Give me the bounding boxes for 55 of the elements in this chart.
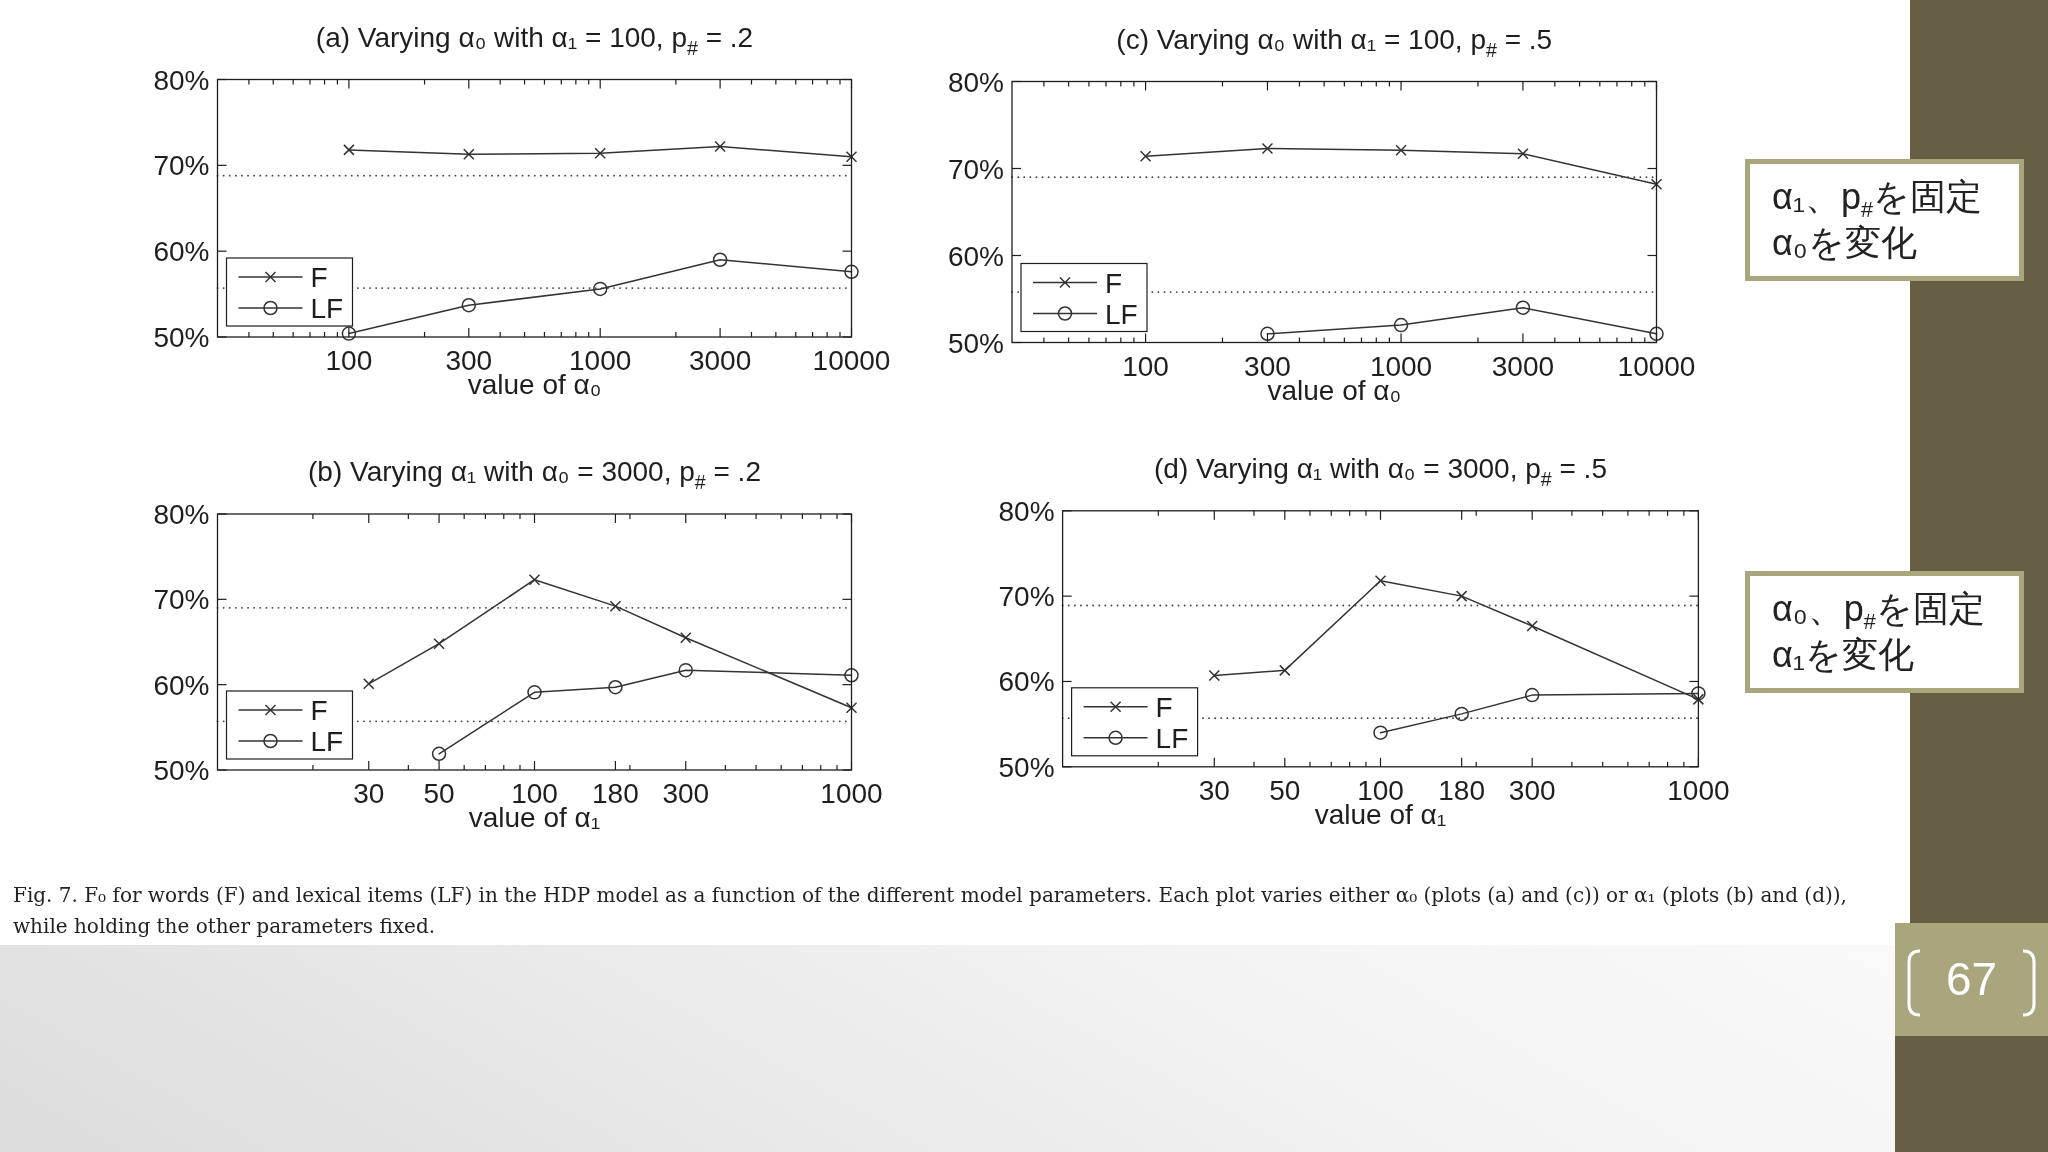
legend-label: F [310, 695, 328, 726]
point [341, 326, 357, 341]
y-tick-label: 80% [153, 499, 210, 530]
x-tick-label: 50 [1269, 774, 1301, 806]
x-tick-label: 1000 [1369, 350, 1433, 382]
y-tick-label: 50% [998, 751, 1055, 783]
y-tick-label: 60% [153, 236, 210, 268]
point [844, 264, 859, 280]
y-tick-label: 70% [998, 581, 1055, 613]
x-tick-label: 3000 [1491, 350, 1555, 382]
y-tick-label: 50% [947, 327, 1004, 359]
y-tick-label: 60% [947, 240, 1004, 272]
legend-label: F [310, 262, 328, 293]
x-tick-label: 50 [423, 778, 455, 809]
y-tick-label: 80% [998, 495, 1055, 527]
legend-label: LF [1155, 722, 1189, 754]
chart-title: (d) Varying α₁ with α₀ = 3000, p$_{#}$ = .5 [1154, 452, 1607, 491]
text: α₀、p$_{#}$を固定 α₁を変化 [1745, 571, 2024, 693]
y-tick-label: 70% [153, 584, 210, 616]
x-tick-label: 100 [1122, 350, 1169, 382]
y-tick-label: 80% [153, 64, 210, 96]
y-tick-label: 50% [153, 322, 210, 353]
point [592, 281, 608, 297]
legend-label: LF [310, 726, 344, 757]
x-tick-label: 300 [662, 778, 710, 809]
y-tick-label: 80% [947, 66, 1004, 98]
point [343, 144, 355, 156]
y-tick-label: 70% [153, 150, 210, 182]
caption: Fig. 7. F₀ for words (F) and lexical items (LF) in the HDP model as a function of the different model parameters. Each plot varies either α₀ (plots (a) and (c)) or α₁ (plots (b) and (d)), while holding the other parameters fixed. [13, 882, 1848, 940]
x-tick-label: 300 [1508, 774, 1556, 806]
x-tick-label: 180 [1438, 774, 1486, 806]
x-tick-label: 300 [1244, 350, 1291, 382]
x-tick-label: 100 [1357, 774, 1404, 806]
legend-label: LF [1105, 298, 1138, 330]
legend-label: LF [310, 293, 344, 324]
legend-label: F [1155, 691, 1173, 723]
chart-title: (a) Varying α₀ with α₁ = 100, p$_{#}$ = .2 [315, 21, 754, 59]
x-tick-label: 1000 [1667, 774, 1730, 806]
y-tick-label: 60% [153, 669, 210, 701]
y-tick-label: 70% [947, 153, 1004, 185]
x-tick-label: 100 [325, 345, 373, 376]
chart-title: (b) Varying α₁ with α₀ = 3000, p$_{#}$ = .2 [308, 456, 761, 494]
x-tick-label: 10000 [812, 345, 891, 376]
point [845, 151, 858, 163]
x-tick-label: 30 [353, 778, 385, 809]
y-tick-label: 60% [998, 666, 1055, 698]
legend-label: F [1105, 267, 1123, 299]
chart-title: (c) Varying α₀ with α₁ = 100, p$_{#}$ = .5 [1116, 23, 1553, 61]
y-tick-label: 50% [153, 755, 210, 786]
x-tick-label: 30 [1198, 774, 1230, 806]
x-tick-label: 1000 [820, 778, 883, 809]
x-tick-label: 3000 [688, 345, 752, 376]
x-tick-label: 10000 [1617, 350, 1696, 382]
text: α₁、p$_{#}$を固定 α₀を変化 [1745, 159, 2024, 281]
point [594, 147, 606, 160]
